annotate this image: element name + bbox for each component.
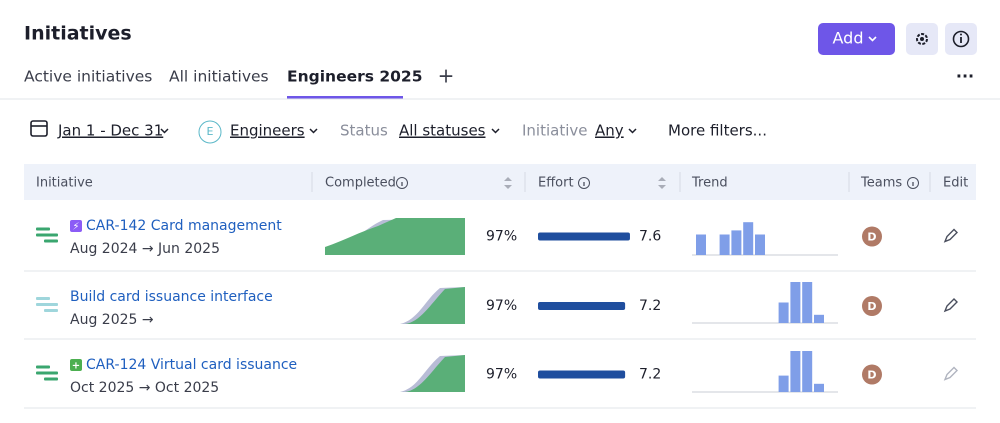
- info-icon: [396, 177, 408, 189]
- team-badge: [198, 120, 222, 144]
- info-icon: [907, 177, 919, 189]
- initiative-title[interactable]: CAR-142 Card management: [86, 218, 282, 234]
- initiative-icon: [44, 377, 58, 381]
- initiative-dates: Oct 2025 → Oct 2025: [70, 380, 219, 396]
- trend-bar: [743, 222, 754, 255]
- calendar-icon: [30, 120, 48, 137]
- effort-bar: [538, 370, 626, 379]
- trend-bar: [731, 230, 742, 255]
- initiative-icon: [44, 309, 58, 312]
- more-menu[interactable]: ···: [956, 67, 974, 86]
- initiative-icon: [36, 233, 58, 237]
- effort-bar: [538, 302, 626, 310]
- tab[interactable]: All initiatives: [169, 68, 269, 86]
- type-badge: [70, 220, 82, 232]
- team-avatar: [862, 226, 882, 247]
- initiative-dates: Aug 2025 →: [70, 312, 154, 328]
- trend-bar: [814, 314, 824, 323]
- page-title: Initiatives: [24, 23, 132, 45]
- initiative-icon: [44, 239, 58, 243]
- column-header: Completed: [325, 176, 396, 191]
- column-header: Effort: [538, 176, 574, 191]
- chevron: [491, 128, 500, 134]
- trend-bar: [790, 282, 801, 323]
- status-filter[interactable]: All statuses: [399, 122, 486, 140]
- effort-value: 7.6: [639, 229, 661, 245]
- active-tab-underline: [287, 96, 403, 99]
- table-header: [24, 164, 976, 200]
- initiative-label: Initiative: [522, 122, 588, 140]
- tabs: Active initiatives All initiatives Enginee…: [24, 68, 423, 99]
- add-chevron: [868, 36, 877, 42]
- column-header: Trend: [691, 176, 728, 191]
- gear-center: [920, 37, 924, 41]
- completed-sparkline: [325, 218, 465, 255]
- trend-bar: [802, 351, 813, 392]
- effort-bar: [538, 232, 630, 241]
- team-avatar-label: D: [867, 369, 876, 382]
- initiative-icon: [36, 227, 50, 231]
- team-avatar: [862, 364, 882, 385]
- completed-value: 97%: [486, 367, 517, 383]
- trend-bar: [755, 234, 765, 255]
- tab[interactable]: Engineers 2025: [287, 68, 423, 86]
- completed-sparkline: [405, 287, 465, 324]
- trend-bar: [778, 375, 789, 392]
- table: Initiative Completed Effort Trend Teams Edit ⚡…: [24, 172, 976, 409]
- chevron: [309, 128, 318, 134]
- initiative-title[interactable]: Build card issuance interface: [70, 289, 273, 305]
- chevron: [160, 128, 169, 134]
- chevron: [628, 128, 637, 134]
- add-button[interactable]: [818, 23, 895, 55]
- date-filter[interactable]: Jan 1 - Dec 31: [57, 122, 163, 140]
- more-filters[interactable]: More filters...: [668, 122, 767, 140]
- sort-icon: [504, 177, 512, 189]
- add-button-label[interactable]: Add: [833, 29, 864, 48]
- team-avatar-label: D: [867, 300, 876, 313]
- type-badge-icon: ⚡: [72, 222, 79, 233]
- initiative-icon: [36, 371, 58, 375]
- edit-icon[interactable]: [943, 366, 958, 381]
- trend-bar: [719, 234, 730, 255]
- initiative-title[interactable]: CAR-124 Virtual card issuance: [86, 357, 297, 373]
- edit-icon[interactable]: [943, 228, 958, 243]
- tab[interactable]: Active initiatives: [24, 68, 152, 86]
- initiative-filter[interactable]: Any: [595, 122, 624, 140]
- column-header: Edit: [943, 176, 968, 191]
- team-badge-label: E: [207, 125, 214, 138]
- type-badge: [70, 359, 82, 371]
- team-filter[interactable]: Engineers: [230, 122, 305, 140]
- type-badge-icon: +: [72, 361, 80, 372]
- completed-value: 97%: [486, 229, 517, 245]
- gear-icon: [916, 33, 928, 45]
- status-label: Status: [340, 122, 388, 140]
- initiative-icon: [36, 303, 58, 306]
- effort-value: 7.2: [639, 367, 661, 383]
- trend-bar: [802, 282, 813, 323]
- add-tab[interactable]: +: [438, 64, 455, 88]
- sort-icon: [658, 177, 666, 189]
- trend-bar: [778, 302, 789, 323]
- team-avatar: [862, 296, 882, 316]
- completed-value: 97%: [486, 298, 517, 314]
- initiative-icon: [36, 365, 50, 369]
- info-icon: [578, 177, 590, 189]
- info-icon: [960, 33, 962, 36]
- completed-sparkline: [405, 355, 465, 392]
- team-avatar-label: D: [867, 231, 876, 244]
- initiative-dates: Aug 2024 → Jun 2025: [70, 241, 220, 257]
- edit-icon[interactable]: [943, 298, 958, 313]
- trend-bar: [696, 234, 706, 255]
- trend-bar: [814, 383, 824, 392]
- info-icon: [952, 30, 970, 48]
- column-header: Teams: [860, 176, 902, 191]
- effort-value: 7.2: [639, 298, 661, 314]
- trend-bar: [790, 351, 801, 392]
- column-header: Initiative: [36, 176, 93, 191]
- initiative-icon: [36, 297, 50, 300]
